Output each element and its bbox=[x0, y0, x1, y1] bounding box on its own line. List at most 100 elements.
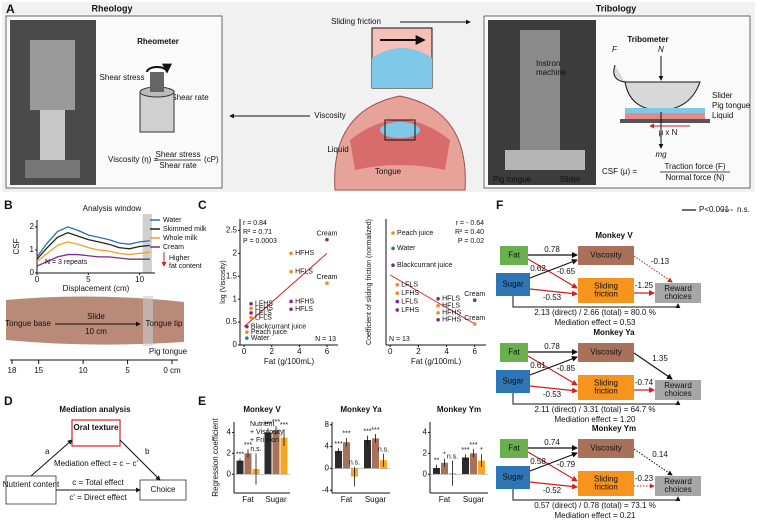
reward: choices bbox=[664, 389, 691, 398]
sugar: Sugar bbox=[502, 377, 524, 386]
summary: 2.13 (direct) / 2.66 (total) = 80.0 % bbox=[534, 308, 656, 317]
bar bbox=[372, 438, 379, 469]
point bbox=[325, 281, 329, 285]
x-tick-label: Fat bbox=[341, 495, 353, 504]
tongue-base: Tongue base bbox=[5, 319, 51, 328]
point-label: Peach juice bbox=[397, 230, 433, 237]
significance: n.s. bbox=[349, 460, 360, 467]
x-tick-label: 10 bbox=[135, 275, 144, 284]
legend-label: Water bbox=[163, 217, 182, 224]
photo-detail bbox=[30, 40, 75, 110]
significance: *** bbox=[469, 442, 477, 449]
slider-shape bbox=[613, 64, 701, 111]
formula-unit: (cP) bbox=[204, 155, 219, 164]
friction: Sliding bbox=[594, 475, 618, 484]
tri-liquid: Liquid bbox=[712, 111, 733, 120]
y-tick-label: 0 bbox=[423, 469, 428, 478]
y-axis-label: CSF bbox=[12, 238, 21, 254]
path-edge bbox=[529, 288, 578, 297]
arrow-label: Higher bbox=[169, 255, 190, 262]
chart-title: Analysis window bbox=[83, 204, 142, 213]
point-label: HFLS bbox=[442, 296, 460, 303]
csf-numerator: Traction force (F) bbox=[664, 162, 725, 171]
point-label: HFHS bbox=[295, 250, 314, 257]
friction-box bbox=[578, 278, 634, 303]
x-tick-label: 5 bbox=[86, 275, 91, 284]
point-label: Blackcurrant juice bbox=[251, 324, 306, 331]
panel-label: E bbox=[198, 394, 206, 408]
formula-numerator: Shear stress bbox=[156, 150, 201, 159]
path-edge bbox=[527, 355, 578, 386]
reward-box bbox=[655, 476, 701, 496]
path-coefficient: 0.58 bbox=[530, 457, 546, 466]
path-coefficient: -0.23 bbox=[635, 474, 654, 483]
liquid-layer bbox=[625, 108, 705, 113]
point-label: Water bbox=[251, 335, 270, 342]
viscosity-box bbox=[578, 439, 634, 458]
x-tick-label: Sugar bbox=[265, 495, 287, 504]
viscosity: Viscosity bbox=[590, 251, 621, 260]
csf-denominator: Normal force (N) bbox=[665, 173, 724, 182]
point bbox=[249, 306, 253, 311]
bar bbox=[244, 453, 252, 475]
photo-pig-tongue: Pig tongue bbox=[493, 175, 532, 184]
reward: Reward bbox=[664, 477, 692, 486]
tongue-tip: Tongue tip bbox=[146, 319, 183, 328]
point bbox=[436, 297, 440, 301]
friction: Sliding bbox=[594, 282, 618, 291]
x-tick-label: 4 bbox=[297, 347, 302, 356]
tongue-caption: Pig tongue bbox=[149, 347, 188, 356]
y-tick-label: 2 bbox=[227, 448, 232, 457]
reward: Reward bbox=[664, 381, 692, 390]
path-edge bbox=[527, 258, 578, 289]
y-tick-label: 8 bbox=[325, 420, 330, 429]
significance: n.s. bbox=[447, 453, 458, 460]
total-effect: c = Total effect bbox=[72, 478, 124, 487]
point-label: LFLS bbox=[255, 314, 272, 321]
photo-detail bbox=[25, 160, 80, 178]
x-axis-label: Fat (g/100mL) bbox=[411, 357, 462, 366]
sugar-box bbox=[496, 370, 530, 393]
point bbox=[289, 299, 293, 304]
model-title: Monkey Ym bbox=[592, 424, 636, 433]
panel-label: D bbox=[4, 394, 13, 408]
bar bbox=[236, 460, 244, 475]
fit-line bbox=[243, 252, 328, 328]
mediation-effect: Mediation effect = 0.21 bbox=[554, 511, 636, 520]
point-label: HFHS bbox=[295, 298, 314, 305]
path-coefficient: -0.53 bbox=[543, 390, 562, 399]
x-tick-label: Sugar bbox=[463, 495, 485, 504]
cylinder bbox=[139, 91, 175, 133]
x-tick-label: 0 bbox=[35, 275, 40, 284]
tongue-layer bbox=[625, 113, 705, 119]
x-axis-label: Fat (g/100mL) bbox=[264, 357, 315, 366]
legend-label: + Viscosity bbox=[250, 429, 284, 436]
reward-box bbox=[655, 283, 701, 303]
path-edge bbox=[529, 451, 578, 472]
point-label: Cream bbox=[316, 230, 337, 237]
stat: R² = 0.71 bbox=[243, 229, 272, 236]
y-tick-label: 4 bbox=[423, 428, 428, 437]
bar bbox=[335, 450, 342, 469]
shear-rate-label: Shear rate bbox=[171, 93, 209, 102]
point-label: Water bbox=[397, 245, 416, 252]
photo-slider: Slider bbox=[560, 175, 581, 184]
x-tick-label: 0 bbox=[388, 347, 393, 356]
bar bbox=[478, 460, 485, 475]
mediation-title: Mediation analysis bbox=[59, 405, 131, 414]
tongue-photo bbox=[6, 296, 184, 345]
point bbox=[472, 298, 477, 303]
significance: *** bbox=[342, 431, 350, 438]
significance: ** bbox=[434, 458, 440, 465]
panel-label: A bbox=[6, 2, 15, 16]
point bbox=[289, 251, 293, 256]
direct-path bbox=[512, 296, 681, 309]
friction-box bbox=[578, 471, 634, 496]
y-tick-label: 0 bbox=[233, 340, 238, 349]
point bbox=[245, 336, 249, 340]
mediator-box bbox=[71, 419, 121, 447]
direct-effect: c' = Direct effect bbox=[69, 493, 127, 502]
viscosity: Viscosity bbox=[590, 444, 621, 453]
reward-box bbox=[655, 380, 701, 400]
mediation-effect: Mediation effect = 1.20 bbox=[554, 415, 636, 424]
